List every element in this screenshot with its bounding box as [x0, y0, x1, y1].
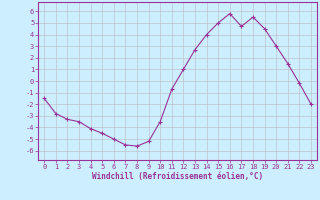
X-axis label: Windchill (Refroidissement éolien,°C): Windchill (Refroidissement éolien,°C) [92, 172, 263, 181]
